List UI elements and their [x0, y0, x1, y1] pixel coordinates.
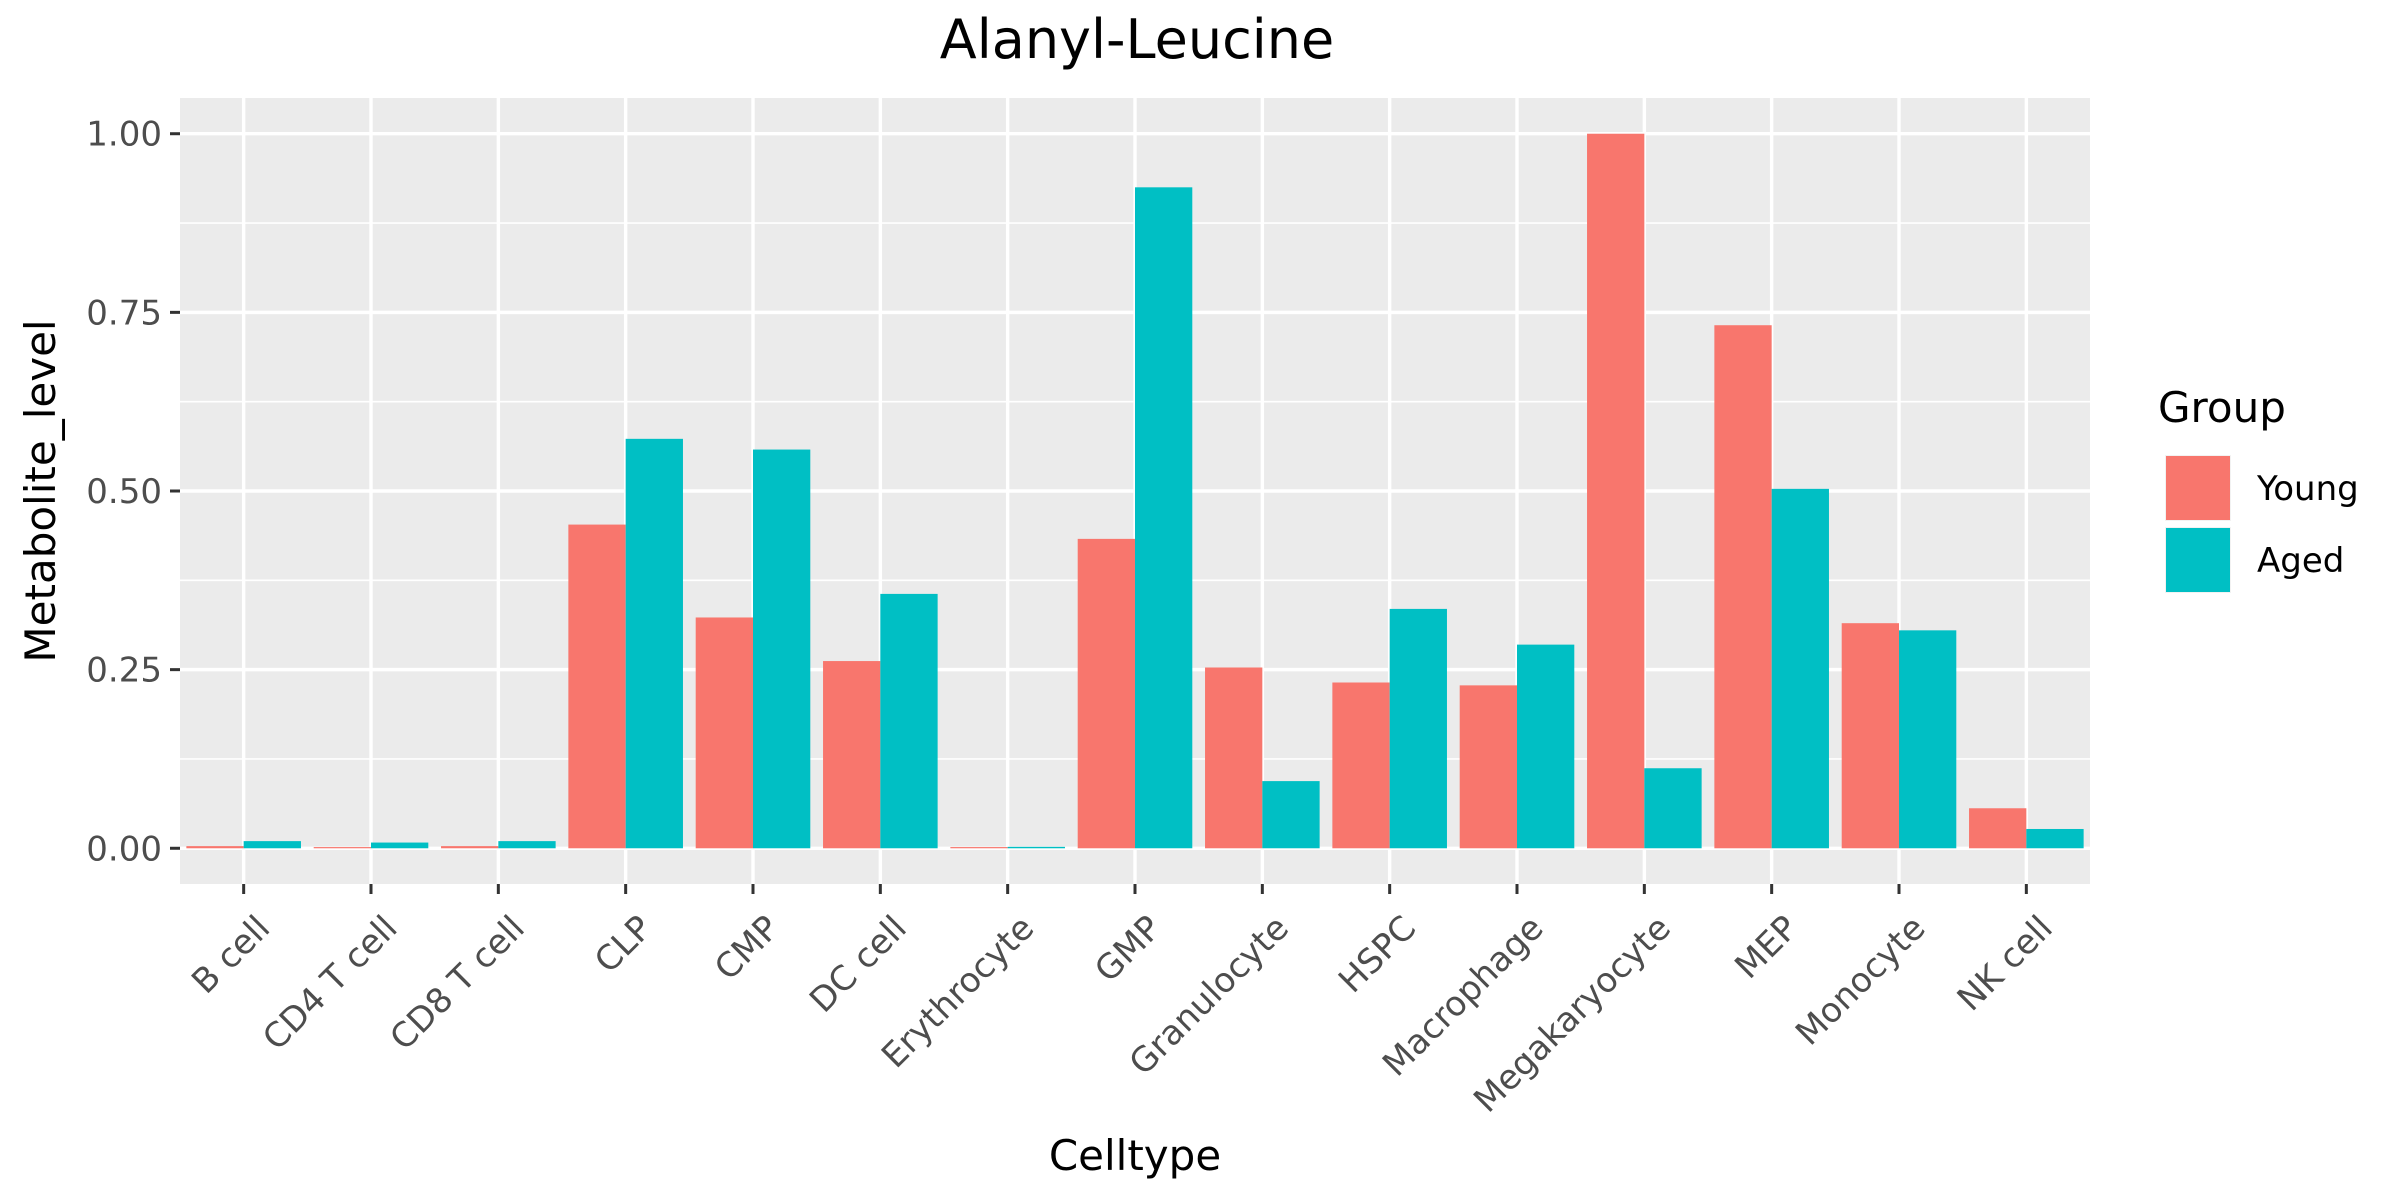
bar-young — [313, 847, 371, 849]
legend-label: Young — [2256, 469, 2359, 509]
bar-young — [568, 524, 626, 849]
bar-young — [950, 847, 1008, 849]
y-axis: 0.00 0.25 0.50 0.75 1.00 — [86, 115, 180, 869]
legend: Group Young Aged — [2158, 383, 2359, 593]
y-tick-label: 0.00 — [86, 829, 162, 869]
bar-aged — [498, 841, 556, 849]
bar-aged — [1262, 781, 1320, 849]
bar-young — [1969, 808, 2027, 849]
bar-young — [1459, 685, 1517, 849]
legend-key-young — [2166, 456, 2230, 520]
bar-aged — [625, 438, 683, 849]
y-tick-label: 0.50 — [86, 472, 162, 512]
bar-aged — [1517, 644, 1575, 849]
legend-key-aged — [2166, 528, 2230, 592]
x-axis-title: Celltype — [1049, 1131, 1221, 1180]
bar-young — [823, 661, 881, 849]
bar-aged — [1644, 768, 1702, 849]
bar-young — [1841, 623, 1899, 849]
bar-young — [695, 617, 753, 849]
bar-aged — [880, 593, 938, 849]
bar-aged — [1389, 608, 1447, 849]
bar-young — [1205, 667, 1263, 849]
bar-aged — [371, 842, 429, 849]
bar-aged — [243, 841, 301, 849]
bar-young — [1587, 133, 1645, 849]
bar-aged — [1771, 488, 1829, 849]
legend-title: Group — [2158, 383, 2286, 432]
bar-aged — [753, 449, 811, 849]
bar-aged — [1135, 187, 1193, 849]
chart-title: Alanyl-Leucine — [940, 8, 1334, 71]
y-tick-label: 0.25 — [86, 651, 162, 691]
bar-aged — [2026, 828, 2084, 849]
bar-aged — [1007, 846, 1065, 849]
bar-young — [441, 846, 499, 849]
bar-young — [186, 846, 244, 849]
bar-young — [1077, 538, 1135, 849]
bars — [186, 133, 2084, 849]
bar-young — [1332, 682, 1390, 849]
bar-aged — [1899, 630, 1957, 849]
y-tick-label: 1.00 — [86, 115, 162, 155]
y-tick-label: 0.75 — [86, 293, 162, 333]
legend-label: Aged — [2257, 541, 2344, 581]
y-axis-title: Metabolite_level — [16, 319, 65, 662]
bar-young — [1714, 325, 1772, 849]
